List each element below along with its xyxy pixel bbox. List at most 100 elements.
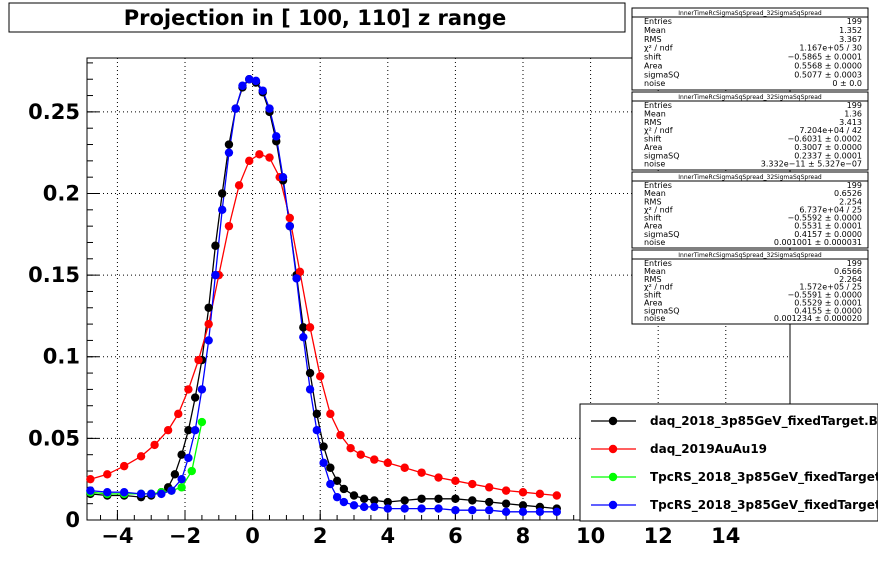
data-point-series-1 [417,468,426,477]
data-point-series-3 [272,132,281,141]
stat-value: 0.5531 ± 0.0001 [794,222,862,231]
data-point-series-0 [305,368,315,378]
data-point-series-3 [157,489,166,499]
data-point-series-1 [103,470,112,479]
data-point-series-0 [217,189,227,198]
stat-value: 0.6566 [834,267,862,276]
data-point-series-3 [359,502,369,512]
stat-value: 3.367 [839,35,862,44]
stat-value: 2.264 [839,275,862,284]
data-point-series-2 [187,466,196,476]
stat-key: χ² / ndf [644,283,673,292]
stat-key: Mean [644,26,666,35]
data-point-series-0 [451,494,460,503]
data-point-series-3 [383,504,393,513]
stat-key: RMS [644,35,662,44]
fit-curve-2 [90,421,203,495]
data-point-series-3 [167,486,176,495]
data-point-series-0 [417,494,426,503]
legend-marker [608,444,618,454]
data-point-series-1 [119,461,129,471]
data-point-series-1 [255,150,264,159]
stat-key: Area [644,298,663,307]
data-point-series-1 [346,443,355,453]
data-point-series-1 [150,440,159,450]
stat-value: 0.001001 ± 0.000031 [774,238,862,247]
data-point-series-0 [332,476,342,486]
stat-key: sigmaSQ [644,230,680,239]
legend-box [579,403,878,522]
stat-key: Area [644,222,663,231]
stat-value: −0.5865 ± 0.0001 [788,53,862,62]
stat-value: 7.204e+04 / 42 [799,126,862,135]
data-point-series-3 [552,507,561,517]
data-point-series-0 [434,494,443,503]
data-point-series-3 [245,75,254,84]
data-point-series-0 [312,409,322,419]
data-point-series-1 [501,486,511,495]
stat-value: 0.4157 ± 0.0000 [794,230,862,239]
legend-marker [608,416,618,426]
data-point-series-1 [204,319,213,329]
data-point-series-1 [245,156,254,166]
stat-key: sigmaSQ [644,306,680,315]
stat-key: RMS [644,118,662,127]
data-point-series-1 [295,267,305,277]
data-point-series-0 [319,442,328,451]
data-point-series-0 [177,450,186,459]
data-point-series-3 [224,148,234,157]
data-point-series-0 [211,241,220,250]
data-point-series-1 [184,385,193,394]
stat-value: 0.2337 ± 0.0001 [794,151,862,160]
y-tick-label: 0.05 [28,426,80,450]
stat-key: χ² / ndf [644,205,673,214]
x-tick-label: 6 [448,524,463,548]
data-point-series-3 [177,474,186,484]
stat-value: −0.6031 ± 0.0002 [788,135,862,144]
stat-key: shift [644,53,661,62]
data-point-series-3 [147,489,156,499]
legend-entry: daq_2019AuAu19 [650,442,767,457]
data-point-series-3 [103,488,112,497]
stat-key: Mean [644,267,666,276]
stat-box [631,7,869,91]
data-point-series-0 [359,494,369,503]
data-point-series-1 [468,479,477,489]
y-tick-label: 0 [65,508,80,532]
data-point-series-3 [136,489,146,499]
data-point-series-1 [356,450,365,459]
stat-key: RMS [644,197,662,206]
data-point-series-1 [535,489,545,499]
stat-boxes: InnerTimeRcSigmaSqSpread_32SigmaSqSpread… [631,7,869,325]
data-point-series-3 [119,488,129,497]
stat-value: 1.572e+05 / 25 [799,283,862,292]
stat-box-header: InnerTimeRcSigmaSqSpread_32SigmaSqSpread [678,10,822,17]
data-point-series-0 [370,496,379,505]
x-tick-label: 14 [711,524,740,548]
data-point-series-1 [383,458,393,468]
stat-value: 199 [847,259,862,268]
stat-key: χ² / ndf [644,126,673,135]
stat-value: −0.5592 ± 0.0000 [788,214,862,223]
x-tick-label: 12 [644,524,673,548]
stat-value: 3.332e−11 ± 5.327e−07 [761,160,862,169]
legend: daq_2018_3p85GeV_fixedTarget.B daq_2019Au… [579,403,878,522]
data-point-series-3 [197,385,207,394]
data-point-series-3 [204,336,213,345]
data-point-series-3 [190,426,200,435]
legend-entry: TpcRS_2018_3p85GeV_fixedTarget.B [650,470,878,485]
data-point-series-3 [501,507,511,517]
data-point-series-3 [451,506,460,515]
data-point-series-2 [197,417,207,427]
stat-key: noise [644,79,665,88]
legend-entry: daq_2018_3p85GeV_fixedTarget.B [650,414,878,429]
x-tick-label: 4 [380,524,395,548]
data-point-series-1 [484,483,494,492]
data-point-series-3 [417,504,426,513]
stat-value: 0 ± 0.0 [832,79,862,88]
data-point-series-3 [258,86,267,95]
stat-value: −0.5591 ± 0.0000 [788,291,862,300]
data-point-series-3 [332,492,342,502]
stat-value: 6.737e+04 / 25 [799,205,862,214]
